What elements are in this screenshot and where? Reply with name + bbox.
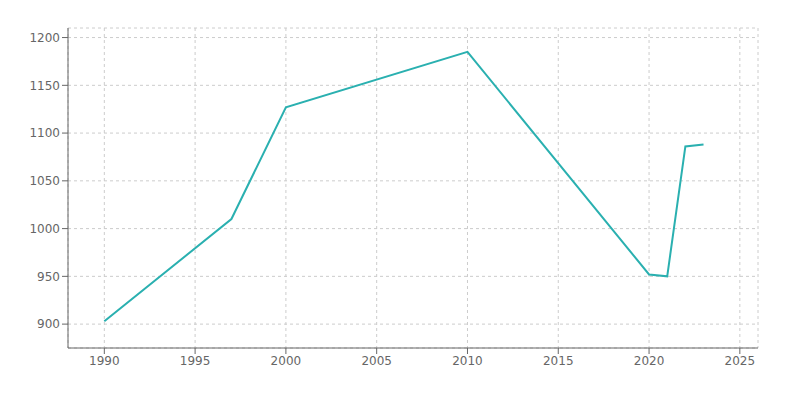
svg-text:2005: 2005 [361, 354, 392, 368]
svg-text:900: 900 [37, 317, 60, 331]
svg-text:2015: 2015 [543, 354, 574, 368]
svg-text:2020: 2020 [634, 354, 665, 368]
svg-text:950: 950 [37, 270, 60, 284]
svg-text:2000: 2000 [271, 354, 302, 368]
svg-text:1200: 1200 [29, 31, 60, 45]
svg-text:1000: 1000 [29, 222, 60, 236]
svg-text:1990: 1990 [89, 354, 120, 368]
svg-text:1150: 1150 [29, 79, 60, 93]
svg-text:1050: 1050 [29, 174, 60, 188]
svg-text:2010: 2010 [452, 354, 483, 368]
svg-text:1100: 1100 [29, 126, 60, 140]
svg-text:2025: 2025 [725, 354, 756, 368]
svg-text:1995: 1995 [180, 354, 211, 368]
